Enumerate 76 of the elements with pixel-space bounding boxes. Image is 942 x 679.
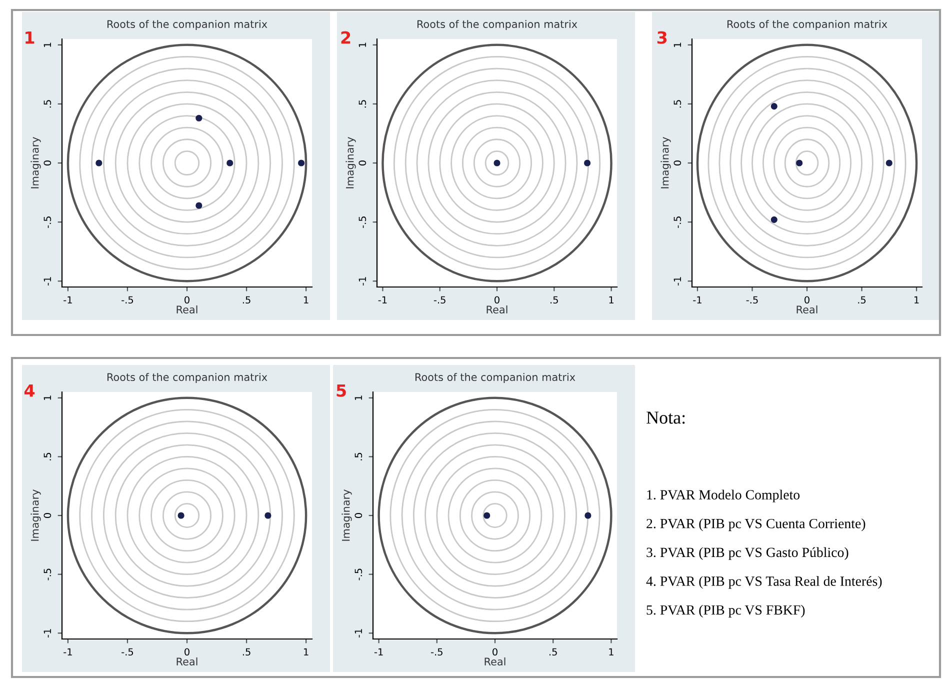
x-tick-label: -1 [693, 296, 702, 304]
x-tick-label: 1 [304, 648, 308, 656]
x-tick-label: 0 [494, 296, 500, 304]
text: 3. PVAR (PIB pc VS Gasto Público) [646, 547, 848, 560]
y-tick-label: .5 [354, 452, 362, 460]
x-tick-label: -.5 [434, 296, 446, 304]
chart-title: Roots of the companion matrix [107, 20, 268, 30]
x-axis-title: Real [484, 657, 506, 666]
x-tick-label: -.5 [746, 296, 758, 304]
y-tick-label: 0 [44, 513, 52, 518]
x-axis-title: Real [176, 657, 198, 666]
text: 2 [341, 31, 350, 44]
y-tick-label: .5 [674, 100, 682, 108]
x-tick-label: 0 [184, 296, 190, 304]
y-tick-label: .5 [358, 100, 366, 108]
x-tick-label: .5 [858, 296, 866, 304]
text: 5 [336, 384, 346, 397]
chart-title: Roots of the companion matrix [415, 372, 576, 384]
y-tick-label: .5 [44, 100, 52, 108]
text: 5. PVAR (PIB pc VS FBKF) [646, 604, 805, 618]
x-tick-label: -1 [64, 648, 72, 656]
x-axis-title: Real [796, 305, 818, 314]
x-tick-label: 0 [804, 296, 810, 304]
x-tick-label: -.5 [122, 296, 134, 304]
x-tick-label: .5 [242, 648, 250, 656]
text: 4. PVAR (PIB pc VS Tasa Real de Interés) [646, 576, 882, 589]
y-tick-label: 0 [354, 513, 362, 518]
y-axis-title: Imaginary [30, 490, 41, 541]
y-tick-label: -1 [354, 629, 362, 638]
y-tick-label: 1 [354, 396, 362, 400]
y-tick-label: .5 [44, 452, 52, 460]
chart-title: Roots of the companion matrix [727, 20, 888, 30]
x-tick-label: -1 [378, 296, 387, 304]
x-tick-label: 0 [492, 648, 498, 656]
y-axis-title: Imaginary [342, 490, 352, 541]
y-tick-label: -1 [358, 277, 366, 286]
text: 2. PVAR (PIB pc VS Cuenta Corriente) [646, 518, 866, 532]
x-tick-label: .5 [550, 296, 558, 304]
y-tick-label: 0 [674, 160, 682, 166]
y-tick-label: -.5 [674, 216, 682, 228]
y-tick-label: 1 [358, 42, 366, 47]
y-axis-title: Imaginary [660, 137, 671, 188]
text: 1 [26, 31, 34, 44]
y-tick-label: 0 [358, 160, 366, 166]
y-tick-label: -.5 [44, 568, 52, 580]
text: Nota: [646, 412, 685, 424]
chart-title: Roots of the companion matrix [107, 372, 268, 384]
x-tick-label: .5 [549, 648, 557, 656]
x-tick-label: 0 [184, 648, 190, 656]
chart-title: Roots of the companion matrix [417, 20, 578, 30]
y-tick-label: -.5 [354, 568, 362, 580]
y-tick-label: 0 [44, 160, 52, 166]
x-axis-title: Real [176, 305, 198, 314]
x-tick-label: 1 [609, 648, 614, 656]
x-axis-title: Real [486, 305, 508, 314]
y-tick-label: -.5 [44, 216, 52, 228]
text: 4 [24, 384, 35, 397]
x-tick-label: -.5 [122, 648, 134, 656]
y-tick-label: -.5 [358, 216, 366, 228]
x-tick-label: .5 [242, 296, 250, 304]
y-axis-title: Imaginary [346, 137, 356, 188]
x-tick-label: -.5 [430, 648, 442, 656]
y-tick-label: 1 [674, 42, 681, 47]
x-tick-label: -1 [64, 296, 72, 304]
x-tick-label: -1 [374, 648, 383, 656]
y-tick-label: 1 [44, 42, 51, 47]
x-tick-label: 1 [304, 296, 308, 304]
text: 3 [657, 31, 667, 44]
x-tick-label: 1 [914, 296, 919, 304]
y-tick-label: 1 [44, 396, 51, 400]
y-tick-label: -1 [44, 629, 51, 638]
y-tick-label: -1 [44, 277, 51, 286]
x-tick-label: 1 [609, 296, 614, 304]
text: 1. PVAR Modelo Completo [647, 490, 800, 502]
y-axis-title: Imaginary [30, 137, 41, 188]
y-tick-label: -1 [674, 277, 681, 286]
